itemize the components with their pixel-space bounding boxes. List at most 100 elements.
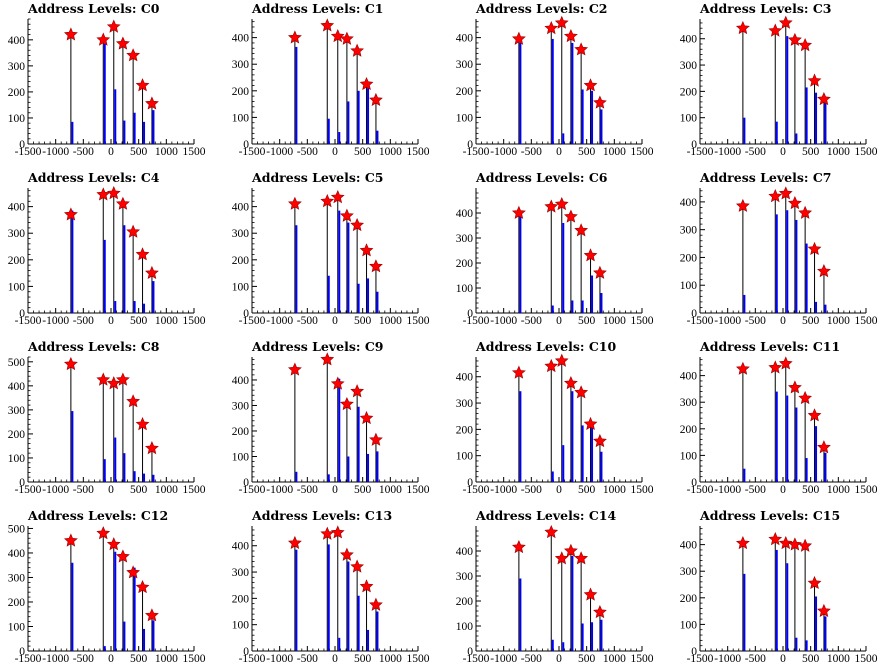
x-tick-label: 1000 (827, 653, 850, 665)
peak-marker (96, 372, 111, 386)
x-tick-label: 0 (108, 315, 114, 327)
peak-marker (63, 207, 78, 221)
peak-marker (287, 196, 302, 210)
y-tick-label: 400 (680, 34, 698, 46)
y-tick-label: 100 (456, 283, 474, 295)
peak-marker (544, 21, 559, 35)
level-bar (571, 42, 574, 144)
y-tick-label: 300 (8, 572, 26, 584)
x-tick-label: -1000 (266, 484, 293, 496)
level-bar (519, 578, 522, 651)
level-bar (581, 623, 584, 651)
level-bar (357, 90, 360, 144)
level-bar (103, 43, 106, 145)
level-bar (551, 38, 554, 144)
level-bar (571, 556, 574, 651)
y-tick-label: 100 (232, 281, 250, 293)
level-bar (805, 243, 808, 313)
x-tick-label: 500 (354, 315, 372, 327)
x-tick-label: -500 (73, 146, 94, 158)
y-tick-label: 100 (456, 451, 474, 463)
peak-marker (106, 186, 121, 200)
x-tick-label: 1000 (827, 484, 850, 496)
peak-marker (574, 385, 589, 399)
x-tick-label: 1500 (631, 653, 654, 665)
chart-title: Address Levels: C12 (27, 508, 168, 523)
peak-marker (554, 197, 569, 211)
level-bar (114, 301, 117, 313)
level-bar (123, 120, 126, 144)
chart-panel: Address Levels: C6 0 100 200 300 400 -1500 -100… (456, 170, 654, 327)
level-bar (295, 549, 298, 651)
level-bar (600, 451, 603, 482)
level-bar (295, 471, 298, 482)
y-tick-label: 100 (456, 112, 474, 124)
peak-marker (330, 29, 345, 43)
peak-marker (511, 540, 526, 554)
peak-marker (287, 535, 302, 550)
y-tick-label: 400 (680, 540, 698, 552)
x-tick-label: 1000 (603, 484, 626, 496)
level-bar (347, 561, 350, 651)
peak-marker (115, 372, 130, 386)
x-tick-label: 1500 (855, 315, 878, 327)
y-tick-label: 200 (456, 424, 474, 436)
x-tick-label: 500 (802, 146, 820, 158)
peak-marker (320, 18, 335, 32)
chart-title: Address Levels: C7 (699, 170, 832, 185)
level-bar (143, 121, 146, 144)
y-tick-label: 300 (232, 59, 250, 71)
x-tick-label: -1000 (490, 653, 517, 665)
y-tick-label: 300 (8, 61, 26, 73)
level-bar (775, 214, 778, 313)
x-tick-label: -500 (73, 653, 94, 665)
peak-marker (330, 525, 345, 539)
x-tick-label: 500 (354, 146, 372, 158)
peak-marker (544, 358, 559, 373)
peak-marker (787, 32, 802, 46)
peak-marker (96, 32, 111, 46)
chart-title: Address Levels: C10 (475, 339, 617, 354)
chart-panel: Address Levels: C14 0 100 200 300 400 -1500 -10… (456, 508, 654, 665)
peak-marker (511, 205, 526, 219)
level-bar (581, 89, 584, 144)
peak-marker (544, 525, 559, 539)
peak-marker (126, 394, 141, 408)
y-tick-label: 0 (691, 308, 697, 320)
peak-marker (778, 356, 793, 370)
y-tick-label: 0 (691, 139, 697, 151)
peak-marker (339, 208, 354, 222)
peak-marker (807, 575, 822, 590)
chart-panel: Address Levels: C9 0 100 200 300 400 -1500 -100… (232, 339, 430, 496)
x-tick-label: 1500 (855, 484, 878, 496)
peak-marker (735, 361, 750, 375)
level-bar (152, 281, 155, 313)
peak-marker (735, 536, 750, 550)
peak-marker (369, 92, 383, 107)
x-tick-label: -1500 (15, 484, 42, 496)
peak-marker (583, 587, 598, 601)
level-bar (71, 121, 74, 144)
y-tick-label: 200 (680, 86, 698, 98)
level-bar (367, 88, 370, 144)
level-bar (581, 300, 584, 313)
peak-marker (96, 187, 111, 201)
level-bar (600, 619, 603, 651)
y-tick-label: 0 (19, 477, 25, 489)
peak-marker (817, 440, 831, 454)
x-tick-label: -1000 (42, 484, 69, 496)
x-tick-label: 1000 (603, 315, 626, 327)
y-tick-label: 0 (691, 646, 697, 658)
peak-marker (735, 20, 750, 35)
level-bar (103, 646, 106, 651)
x-tick-label: -1500 (687, 315, 714, 327)
level-bar (376, 611, 379, 651)
x-tick-label: 0 (108, 484, 114, 496)
level-bar (786, 36, 789, 144)
peak-marker (135, 417, 150, 431)
y-tick-label: 400 (456, 208, 474, 220)
level-bar (519, 42, 522, 144)
y-tick-label: 300 (456, 398, 474, 410)
y-tick-label: 0 (19, 646, 25, 658)
level-bar (519, 391, 522, 482)
